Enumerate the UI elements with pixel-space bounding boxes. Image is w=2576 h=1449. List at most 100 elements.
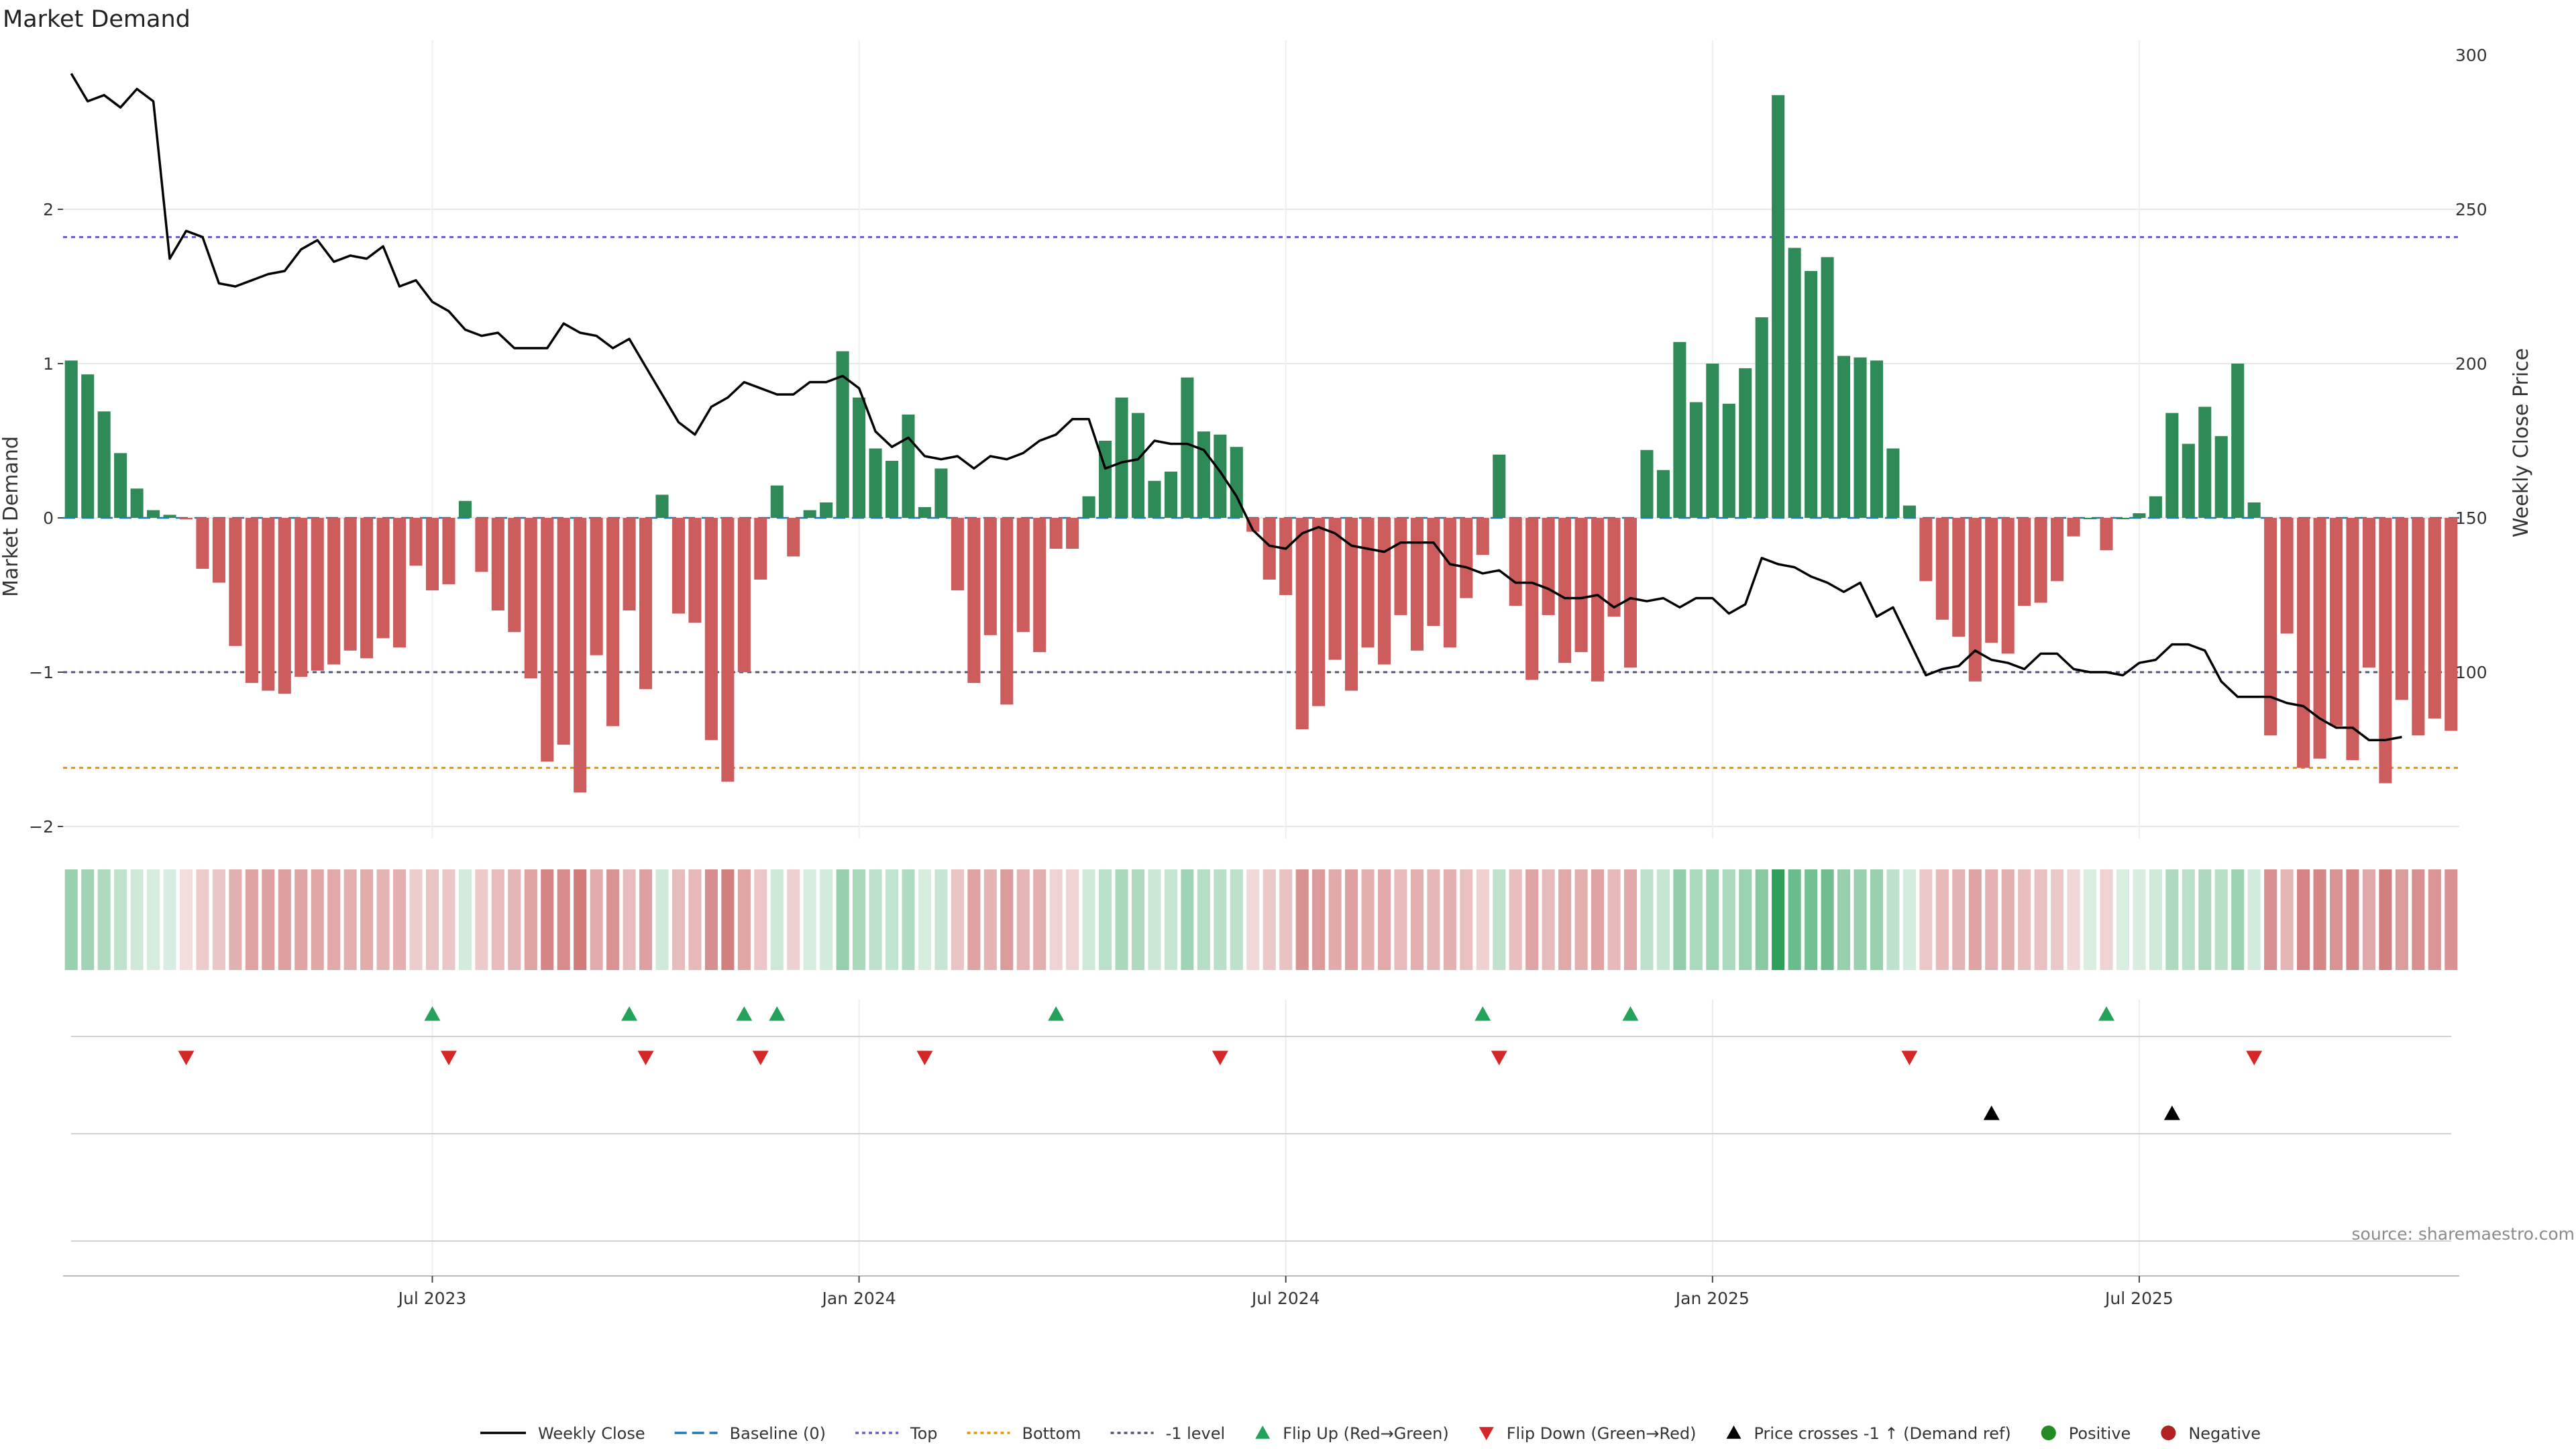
demand-bar	[1197, 431, 1210, 518]
legend-item: Weekly Close	[480, 1424, 645, 1443]
demand-bar	[524, 518, 537, 679]
heat-cell	[212, 869, 225, 970]
y-tick-label: 1	[43, 354, 54, 374]
price-cross-marker	[1983, 1106, 2000, 1120]
demand-bar	[2428, 518, 2441, 718]
legend-label: Baseline (0)	[730, 1424, 826, 1443]
demand-bar	[97, 411, 111, 518]
y-tick-label: 0	[43, 508, 54, 528]
heat-cell	[376, 869, 390, 970]
heat-cell	[1410, 869, 1424, 970]
heat-cell	[1755, 869, 1768, 970]
flip-down-marker	[2246, 1051, 2263, 1065]
demand-bar	[1623, 518, 1638, 668]
demand-bar	[1935, 518, 1949, 620]
demand-bar	[688, 518, 702, 623]
heat-cell	[442, 869, 455, 970]
demand-bar	[1886, 448, 1900, 518]
legend-label: Price crosses -1 ↑ (Demand ref)	[1754, 1424, 2011, 1443]
demand-bar	[1772, 95, 1785, 519]
demand-bar	[458, 500, 472, 518]
demand-bar	[1722, 403, 1735, 518]
heat-cell	[1919, 869, 1933, 970]
y2-tick-label: 100	[2455, 663, 2487, 682]
demand-bar	[2100, 518, 2113, 551]
heat-cell	[64, 869, 78, 970]
heat-cell	[983, 869, 997, 970]
heat-cell	[1968, 869, 1982, 970]
demand-bar	[1230, 447, 1243, 518]
heat-cell	[1722, 869, 1735, 970]
heat-cell	[1197, 869, 1210, 970]
chart-title: Market Demand	[3, 6, 191, 33]
demand-bar	[163, 515, 176, 518]
demand-bar	[376, 518, 390, 639]
heat-cell	[179, 869, 193, 970]
heat-cell	[1181, 869, 1194, 970]
demand-bar	[1000, 518, 1014, 705]
heat-cell	[2297, 869, 2310, 970]
heat-cell	[1476, 869, 1489, 970]
demand-bar	[1263, 518, 1276, 580]
heat-cell	[1886, 869, 1900, 970]
heat-cell	[704, 869, 718, 970]
demand-bar	[2051, 518, 2064, 582]
heat-cell	[196, 869, 209, 970]
heat-cell	[1427, 869, 1440, 970]
demand-bar	[2149, 496, 2162, 518]
y2-axis-label: Weekly Close Price	[2510, 348, 2533, 537]
heat-cell	[934, 869, 948, 970]
heat-cell	[770, 869, 784, 970]
heat-cell	[262, 869, 275, 970]
flip-up-marker	[769, 1006, 786, 1021]
y-tick-label: −1	[29, 663, 54, 682]
heat-cell	[803, 869, 816, 970]
demand-bar	[196, 518, 209, 569]
heat-cell	[1689, 869, 1703, 970]
legend-item: Bottom	[967, 1424, 1081, 1443]
demand-bar	[1805, 271, 1818, 518]
demand-bar	[672, 518, 686, 614]
flip-down-marker	[178, 1051, 195, 1065]
heat-cell	[737, 869, 751, 970]
heat-cell	[1788, 869, 1801, 970]
heat-cell	[229, 869, 242, 970]
flip-down-marker	[1901, 1051, 1918, 1065]
demand-bar	[590, 518, 603, 655]
y2-tick-label: 200	[2455, 354, 2487, 374]
demand-bar	[1312, 518, 1326, 706]
flip-up-marker	[1622, 1006, 1639, 1021]
legend-item: Negative	[2161, 1424, 2261, 1443]
heat-cell	[1623, 869, 1638, 970]
heat-cell	[2428, 869, 2441, 970]
demand-bar	[1542, 518, 1555, 615]
demand-bar	[1328, 518, 1342, 660]
heat-cell	[1902, 869, 1916, 970]
demand-bar	[409, 518, 423, 566]
demand-bar	[1854, 357, 1867, 518]
demand-bar	[1985, 518, 1998, 643]
y-tick-label: −2	[29, 817, 54, 837]
heat-cell	[1099, 869, 1112, 970]
demand-bar	[2034, 518, 2047, 603]
heat-cell	[1985, 869, 1998, 970]
demand-bar	[704, 518, 718, 741]
demand-bar	[2018, 518, 2031, 606]
demand-bar	[2182, 443, 2195, 518]
heat-cell	[278, 869, 291, 970]
demand-bar	[1640, 449, 1654, 518]
heat-cell	[1345, 869, 1358, 970]
demand-bar	[311, 518, 324, 671]
heat-cell	[147, 869, 160, 970]
heat-cell	[1493, 869, 1506, 970]
demand-bar	[327, 518, 341, 665]
heat-cell	[1656, 869, 1670, 970]
demand-bar	[1279, 518, 1293, 595]
heat-cell	[1246, 869, 1260, 970]
demand-bar	[2067, 518, 2080, 537]
demand-bars	[64, 95, 2458, 793]
demand-bar	[2264, 518, 2277, 736]
reference-lines	[63, 235, 2459, 769]
heat-cell	[918, 869, 931, 970]
